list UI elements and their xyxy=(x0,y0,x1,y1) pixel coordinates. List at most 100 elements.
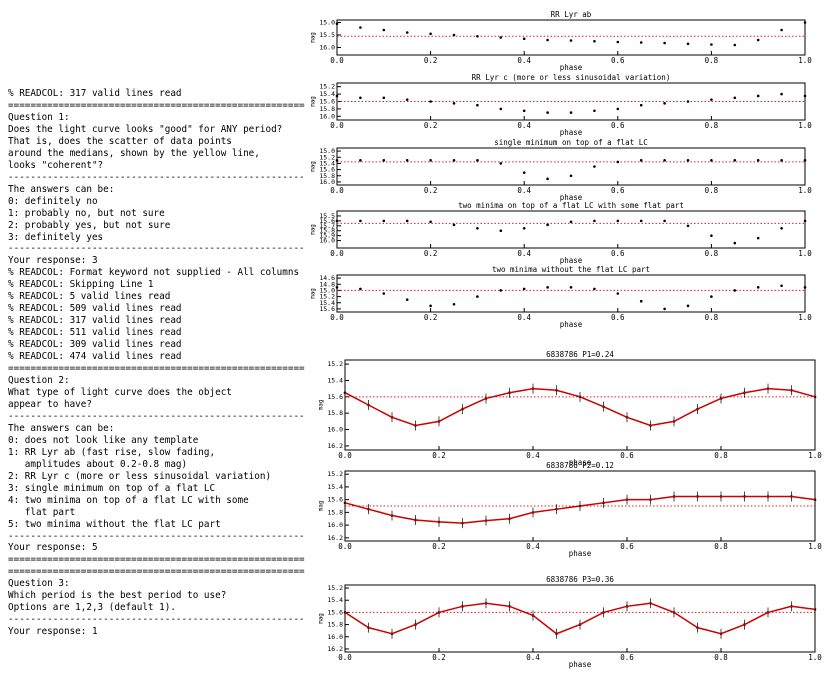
terminal-line: ----------------------------------------… xyxy=(8,530,305,542)
data-point xyxy=(499,289,503,292)
data-point xyxy=(733,43,737,47)
data-point xyxy=(522,287,526,291)
y-tick-label: 14.8 xyxy=(319,280,335,288)
x-tick-label: 0.2 xyxy=(424,186,438,195)
data-point xyxy=(476,159,479,162)
plot-frame xyxy=(336,19,806,56)
terminal-line: 4: two minima on top of a flat LC with s… xyxy=(8,494,249,506)
data-point xyxy=(593,219,596,223)
x-tick-label: 0.8 xyxy=(714,451,728,460)
y-tick-label: 15.4 xyxy=(327,596,343,604)
x-tick-label: 0.2 xyxy=(424,56,438,65)
terminal-line: % READCOL: Format keyword not supplied -… xyxy=(8,267,300,279)
data-point xyxy=(499,36,503,39)
x-tick-label: 0.0 xyxy=(330,313,344,322)
data-point xyxy=(429,32,432,36)
x-tick-label: 1.0 xyxy=(798,56,812,65)
data-point xyxy=(546,177,549,181)
x-tick-label: 0.8 xyxy=(714,542,728,551)
y-axis-label: mag xyxy=(310,161,317,172)
data-point xyxy=(616,40,620,44)
x-tick-label: 0.4 xyxy=(526,653,540,662)
y-tick-label: 15.2 xyxy=(319,153,335,161)
y-tick-label: 15.7 xyxy=(319,222,335,230)
terminal-line: Which period is the best period to use? xyxy=(8,590,227,602)
plot-title: two minima without the flat LC part xyxy=(492,265,650,274)
y-tick-label: 16.0 xyxy=(327,521,343,529)
y-tick-label: 15.4 xyxy=(327,376,343,384)
data-point xyxy=(405,298,409,301)
data-point xyxy=(429,304,432,308)
x-tick-label: 0.6 xyxy=(620,451,634,460)
data-point xyxy=(522,37,526,41)
data-point xyxy=(616,292,620,295)
x-tick-label: 0.4 xyxy=(517,249,531,258)
data-point xyxy=(780,28,783,32)
data-point xyxy=(639,219,643,223)
data-point xyxy=(756,38,760,42)
data-point xyxy=(359,96,362,100)
data-point xyxy=(593,287,596,291)
terminal-line: That is, does the scatter of data points xyxy=(8,135,232,147)
y-tick-label: 15.2 xyxy=(327,584,343,592)
data-point xyxy=(382,219,386,223)
data-point xyxy=(382,96,386,100)
terminal-line: % READCOL: Skipping Line 1 xyxy=(8,279,154,291)
data-point xyxy=(359,219,362,223)
y-tick-label: 15.2 xyxy=(319,293,335,301)
data-point xyxy=(733,159,737,162)
x-axis-label: phase xyxy=(560,193,583,202)
fit-line xyxy=(344,387,816,427)
y-axis-label: mag xyxy=(318,399,325,410)
fit-line xyxy=(344,602,816,635)
terminal-line: ========================================… xyxy=(8,99,305,111)
x-tick-label: 1.0 xyxy=(798,121,812,130)
data-point xyxy=(803,94,807,98)
data-point xyxy=(616,107,620,111)
data-point xyxy=(452,33,456,37)
data-point xyxy=(405,31,409,34)
plot-title: two minima on top of a flat LC with some… xyxy=(458,201,684,210)
x-tick-label: 0.6 xyxy=(611,313,625,322)
data-point xyxy=(382,159,386,162)
data-point xyxy=(733,289,737,292)
x-tick-label: 0.8 xyxy=(714,653,728,662)
terminal-line: 1: probably no, but not sure xyxy=(8,207,165,219)
x-axis-label: phase xyxy=(560,320,583,329)
data-point xyxy=(663,41,666,45)
plot-title: 6838786 P2=0.12 xyxy=(546,461,614,470)
data-point xyxy=(382,292,386,295)
data-point xyxy=(359,26,362,29)
x-tick-label: 0.2 xyxy=(424,121,438,130)
y-tick-label: 15.4 xyxy=(319,90,335,98)
terminal-line: ========================================… xyxy=(8,554,305,566)
plot-title: RR Lyr c (more or less sinusoidal variat… xyxy=(472,73,671,82)
x-tick-label: 1.0 xyxy=(798,313,812,322)
plot-title: 6838786 P1=0.24 xyxy=(546,350,614,359)
data-point xyxy=(686,42,690,46)
terminal-line: Question 2: xyxy=(8,375,70,387)
x-tick-label: 0.2 xyxy=(424,249,438,258)
x-tick-label: 0.6 xyxy=(611,186,625,195)
x-tick-label: 1.0 xyxy=(808,542,822,551)
data-point xyxy=(569,220,573,224)
data-point xyxy=(780,159,783,162)
data-point xyxy=(405,159,409,162)
data-point xyxy=(335,286,339,289)
x-tick-label: 0.0 xyxy=(330,121,344,130)
data-point xyxy=(686,159,690,162)
y-tick-label: 16.0 xyxy=(327,633,343,641)
data-point xyxy=(663,219,666,223)
y-tick-label: 15.4 xyxy=(319,159,335,167)
y-tick-label: 15.8 xyxy=(319,105,335,113)
terminal-line: What type of light curve does the object xyxy=(8,387,232,398)
data-point xyxy=(756,94,760,98)
data-point xyxy=(476,295,479,298)
data-point xyxy=(803,219,807,223)
y-tick-label: 16.0 xyxy=(319,237,335,245)
terminal-line: 1: RR Lyr ab (fast rise, slow fading, xyxy=(8,446,216,458)
y-tick-label: 15.6 xyxy=(327,393,343,401)
terminal-line: ========================================… xyxy=(8,363,305,375)
data-point xyxy=(522,109,526,113)
x-tick-label: 0.6 xyxy=(611,56,625,65)
